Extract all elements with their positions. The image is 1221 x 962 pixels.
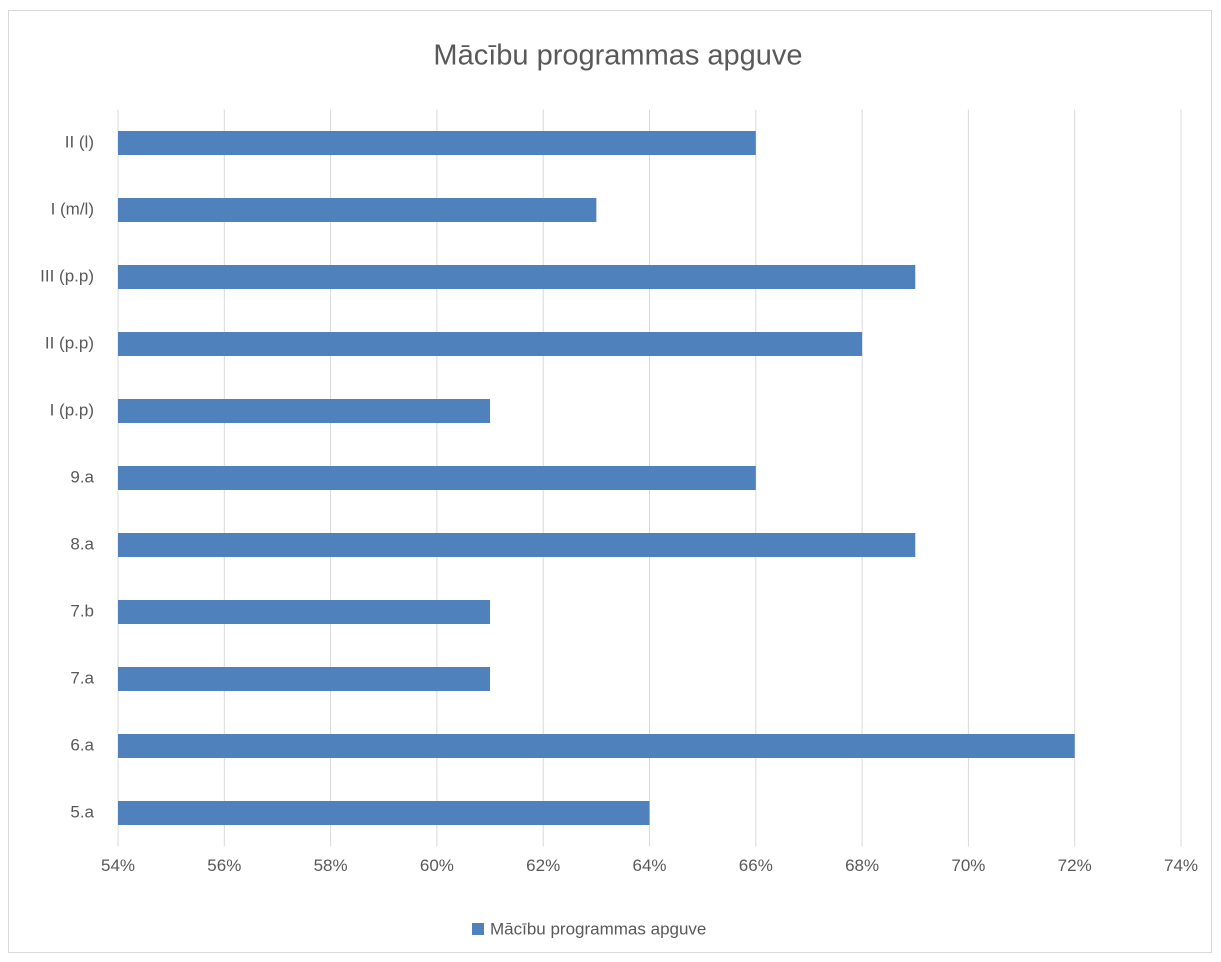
x-tick-label: 68% — [845, 856, 879, 875]
bar — [118, 265, 916, 289]
x-tick-label: 70% — [951, 856, 985, 875]
bar — [118, 801, 650, 825]
x-tick-label: 56% — [207, 856, 241, 875]
x-tick-label: 72% — [1058, 856, 1092, 875]
bar — [118, 734, 1075, 758]
legend-swatch — [472, 923, 484, 935]
x-tick-label: 64% — [632, 856, 666, 875]
bar — [118, 332, 863, 356]
bar — [118, 667, 491, 691]
chart-title: Mācību programmas apguve — [433, 40, 802, 72]
y-tick-label: 7.b — [70, 601, 94, 620]
y-tick-label: 6.a — [70, 735, 94, 754]
y-tick-label: II (l) — [65, 132, 94, 151]
x-tick-label: 54% — [101, 856, 135, 875]
y-tick-label: 8.a — [70, 534, 94, 553]
x-tick-label: 60% — [420, 856, 454, 875]
y-tick-label: I (p.p) — [50, 400, 94, 419]
y-tick-label: I (m/l) — [51, 199, 94, 218]
y-tick-label: III (p.p) — [40, 266, 94, 285]
bar — [118, 533, 916, 557]
legend-label: Mācību programmas apguve — [490, 919, 706, 938]
bar — [118, 198, 597, 222]
bar — [118, 131, 756, 155]
x-tick-label: 58% — [314, 856, 348, 875]
bar — [118, 600, 491, 624]
x-tick-label: 66% — [739, 856, 773, 875]
y-tick-label: 5.a — [70, 802, 94, 821]
bar — [118, 399, 491, 423]
x-tick-label: 74% — [1164, 856, 1198, 875]
y-tick-label: 9.a — [70, 467, 94, 486]
x-tick-label: 62% — [526, 856, 560, 875]
y-tick-label: II (p.p) — [45, 333, 94, 352]
bar — [118, 466, 756, 490]
y-tick-label: 7.a — [70, 668, 94, 687]
